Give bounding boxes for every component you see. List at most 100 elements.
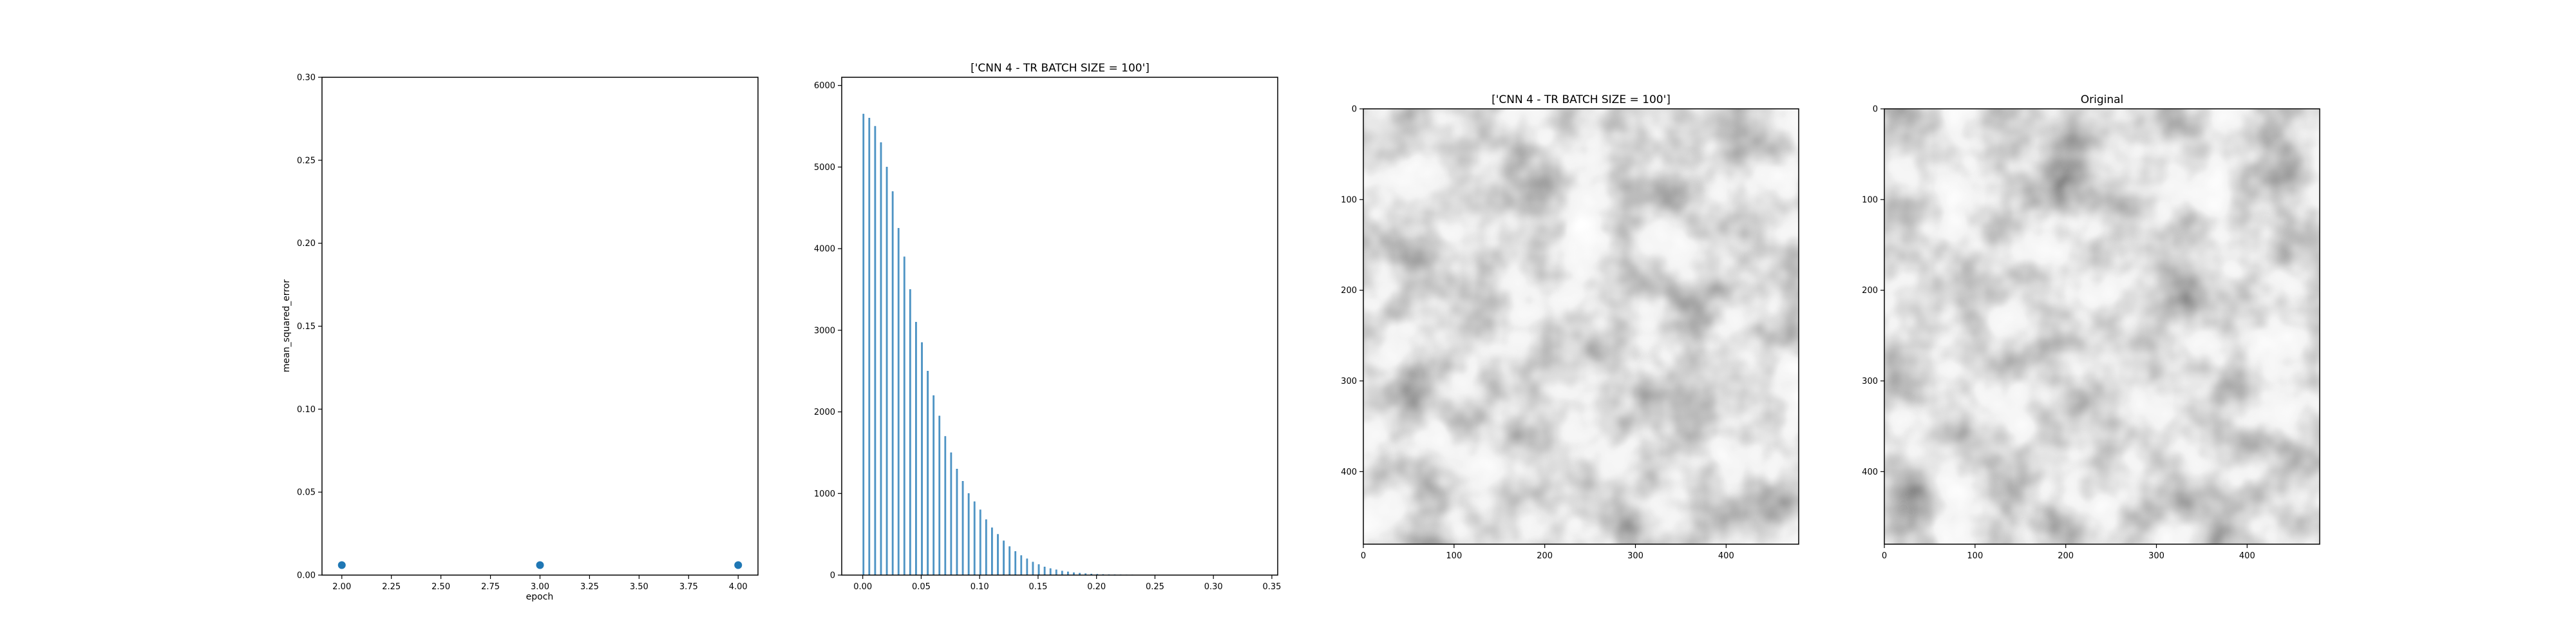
- original-y-tick-label: 400: [1862, 468, 1878, 477]
- histogram-bar: [1009, 546, 1010, 576]
- scatter-x-label: epoch: [526, 592, 554, 602]
- scatter-x-tick-label: 3.25: [580, 582, 599, 592]
- prediction-y-tick-label: 100: [1341, 195, 1357, 205]
- histogram-x-tick-label: 0.05: [912, 582, 931, 592]
- original-image-panel: Original 0 100 200 300 400 0 100 200 300 400: [1862, 93, 2320, 561]
- histogram-bar: [891, 191, 894, 576]
- histogram-frame: [841, 77, 1278, 576]
- prediction-x-tick-label: 0: [1361, 551, 1366, 561]
- scatter-x-tick-label: 2.75: [481, 582, 500, 592]
- original-y-tick-label: 0: [1873, 105, 1878, 115]
- histogram-x-tick-label: 0.25: [1146, 582, 1164, 592]
- histogram-bar: [880, 142, 882, 576]
- histogram-bar: [1049, 568, 1052, 576]
- histogram-bar: [1003, 540, 1005, 576]
- histogram-y-tick-label: 6000: [814, 81, 835, 91]
- scatter-x-tick-label: 3.00: [531, 582, 549, 592]
- scatter-point: [734, 561, 743, 569]
- histogram-bar: [944, 436, 947, 576]
- histogram-bar: [1061, 571, 1063, 576]
- histogram-bar: [979, 509, 981, 576]
- original-x-tick-label: 100: [1967, 551, 1983, 561]
- histogram-bar: [1067, 571, 1069, 576]
- original-y-ticks: 0 100 200 300 400: [1862, 105, 1884, 477]
- histogram-x-tick-label: 0.30: [1204, 582, 1223, 592]
- original-y-tick-label: 100: [1862, 195, 1878, 205]
- scatter-point: [536, 561, 544, 569]
- histogram-bar: [1014, 551, 1017, 576]
- histogram-bar: [915, 321, 917, 576]
- prediction-y-tick-label: 200: [1341, 286, 1357, 296]
- histogram-bar: [1037, 564, 1040, 576]
- histogram-bar: [1043, 567, 1046, 576]
- prediction-x-tick-label: 200: [1537, 551, 1553, 561]
- histogram-bar: [991, 527, 993, 576]
- histogram-x-tick-label: 0.00: [853, 582, 872, 592]
- prediction-x-tick-label: 400: [1718, 551, 1734, 561]
- prediction-y-tick-label: 0: [1352, 105, 1357, 115]
- scatter-y-tick-label: 0.05: [297, 488, 316, 498]
- original-image-title: Original: [2081, 93, 2124, 106]
- scatter-x-tick-label: 3.50: [630, 582, 649, 592]
- original-x-tick-label: 400: [2239, 551, 2255, 561]
- histogram-bar: [874, 126, 876, 576]
- scatter-x-tick-label: 3.75: [679, 582, 698, 592]
- histogram-bar: [1026, 558, 1028, 576]
- histogram-x-ticks: 0.00 0.05 0.10 0.15 0.20 0.25 0.30 0.35: [853, 575, 1281, 592]
- histogram-bar: [921, 342, 923, 576]
- histogram-bar: [961, 481, 964, 576]
- histogram-bar: [927, 370, 929, 576]
- histogram-bar: [967, 493, 970, 576]
- histogram-x-tick-label: 0.35: [1262, 582, 1281, 592]
- prediction-image-frame: [1363, 108, 1799, 545]
- histogram-y-tick-label: 5000: [814, 163, 835, 173]
- mse-scatter-panel: 0.00 0.05 0.10 0.15 0.20 0.25 0.30 2.00 2.25 2.5…: [281, 73, 759, 602]
- scatter-y-tick-label: 0.15: [297, 322, 316, 332]
- histogram-x-tick-label: 0.15: [1028, 582, 1047, 592]
- histogram-bar: [1020, 555, 1023, 576]
- scatter-plot-area: [321, 77, 759, 576]
- prediction-x-tick-label: 100: [1446, 551, 1462, 561]
- scatter-y-tick-label: 0.20: [297, 239, 316, 249]
- histogram-y-ticks: 0 1000 2000 3000 4000 5000 6000: [814, 81, 842, 581]
- scatter-x-tick-label: 2.25: [382, 582, 401, 592]
- histogram-bar: [973, 501, 976, 576]
- prediction-image-title: ['CNN 4 - TR BATCH SIZE = 100']: [1492, 93, 1671, 106]
- scatter-y-ticks: 0.00 0.05 0.10 0.15 0.20 0.25 0.30: [297, 73, 322, 581]
- histogram-y-tick-label: 1000: [814, 489, 835, 499]
- original-x-tick-label: 0: [1882, 551, 1887, 561]
- histogram-x-tick-label: 0.10: [971, 582, 989, 592]
- prediction-y-ticks: 0 100 200 300 400: [1341, 105, 1363, 477]
- scatter-y-tick-label: 0.00: [297, 571, 316, 581]
- histogram-bars: [862, 113, 1192, 576]
- prediction-image-panel: ['CNN 4 - TR BATCH SIZE = 100'] 0 100 200 3…: [1341, 93, 1799, 561]
- scatter-x-ticks: 2.00 2.25 2.50 2.75 3.00 3.25 3.50 3.75 4.00: [332, 575, 748, 592]
- histogram-bar: [956, 469, 958, 576]
- histogram-y-tick-label: 2000: [814, 408, 835, 417]
- original-x-tick-label: 200: [2058, 551, 2074, 561]
- original-y-tick-label: 200: [1862, 286, 1878, 296]
- original-granulation-image: [1884, 109, 2320, 544]
- histogram-y-tick-label: 4000: [814, 245, 835, 254]
- prediction-x-ticks: 0 100 200 300 400: [1361, 544, 1734, 561]
- histogram-bar: [1055, 569, 1057, 576]
- histogram-bar: [909, 289, 911, 576]
- histogram-bar: [903, 256, 905, 576]
- histogram-title: ['CNN 4 - TR BATCH SIZE = 100']: [971, 62, 1150, 75]
- scatter-x-tick-label: 4.00: [729, 582, 748, 592]
- scatter-point: [337, 561, 346, 569]
- histogram-bar: [933, 395, 934, 576]
- histogram-y-tick-label: 0: [830, 571, 835, 581]
- histogram-x-tick-label: 0.20: [1087, 582, 1106, 592]
- prediction-y-tick-label: 300: [1341, 377, 1357, 386]
- histogram-plot-area: [842, 77, 1278, 575]
- histogram-bar: [886, 167, 888, 576]
- histogram-bar: [938, 415, 941, 576]
- scatter-points: [337, 561, 743, 569]
- original-image-frame: [1884, 108, 2320, 545]
- original-x-ticks: 0 100 200 300 400: [1882, 544, 2255, 561]
- histogram-bar: [985, 519, 987, 576]
- scatter-x-tick-label: 2.00: [332, 582, 351, 592]
- histogram-y-tick-label: 3000: [814, 326, 835, 336]
